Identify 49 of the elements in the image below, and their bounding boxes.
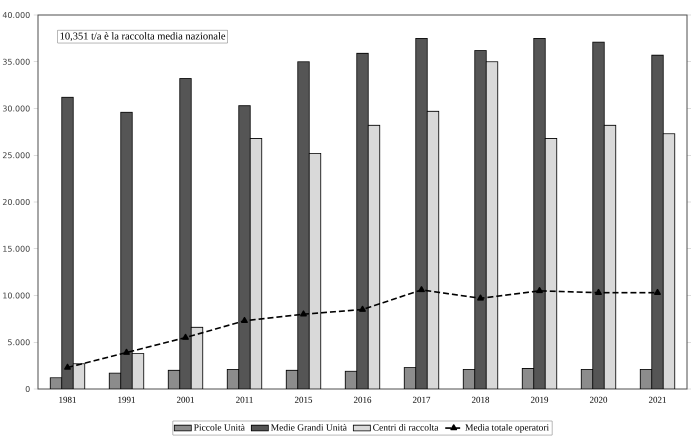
bar [309,153,321,389]
bar [368,124,380,389]
x-tick-label: 2001 [176,396,194,403]
x-tick-label: 2017 [412,396,430,403]
bar [250,138,262,389]
point [418,286,425,292]
bar [344,370,358,389]
bar [522,368,534,389]
bar [580,368,594,389]
x-tick-label: 2016 [354,396,372,403]
bar [108,372,122,389]
point [536,287,543,294]
bar [604,124,616,389]
bar [640,368,652,389]
bar [226,368,240,389]
x-tick-label: 2018 [472,396,490,403]
legend-label: Media totale operatori [465,424,549,433]
annotation: 10,351 t/a è la raccolta media nazionale [60,32,226,42]
x-tick-label: 2020 [590,396,608,403]
point [654,288,661,295]
bar [404,367,416,389]
legend-label: Centri di raccolta [373,424,438,431]
bar [426,110,440,389]
point [241,316,248,324]
point [123,348,130,355]
bar [132,353,144,389]
bar [190,326,204,389]
bar [72,363,86,389]
legend-label: Medie Grandi Unità [270,424,347,431]
point [359,306,366,312]
bar [662,133,676,389]
x-tick-label: 1981 [59,396,76,403]
point [64,364,71,370]
x-tick-label: 2019 [530,396,548,403]
bar [486,61,498,389]
bar [168,370,180,389]
bar [462,368,476,389]
point [595,288,602,295]
point [477,294,484,301]
legend-label: Piccole Unità [194,424,245,431]
bar [50,378,62,389]
x-tick-label: 2011 [236,396,253,403]
bar [286,370,298,389]
x-tick-label: 1991 [118,396,135,403]
bar [544,138,558,389]
point [300,310,307,316]
x-tick-label: 2021 [648,396,666,403]
point [182,334,189,340]
x-tick-label: 2015 [294,396,312,403]
